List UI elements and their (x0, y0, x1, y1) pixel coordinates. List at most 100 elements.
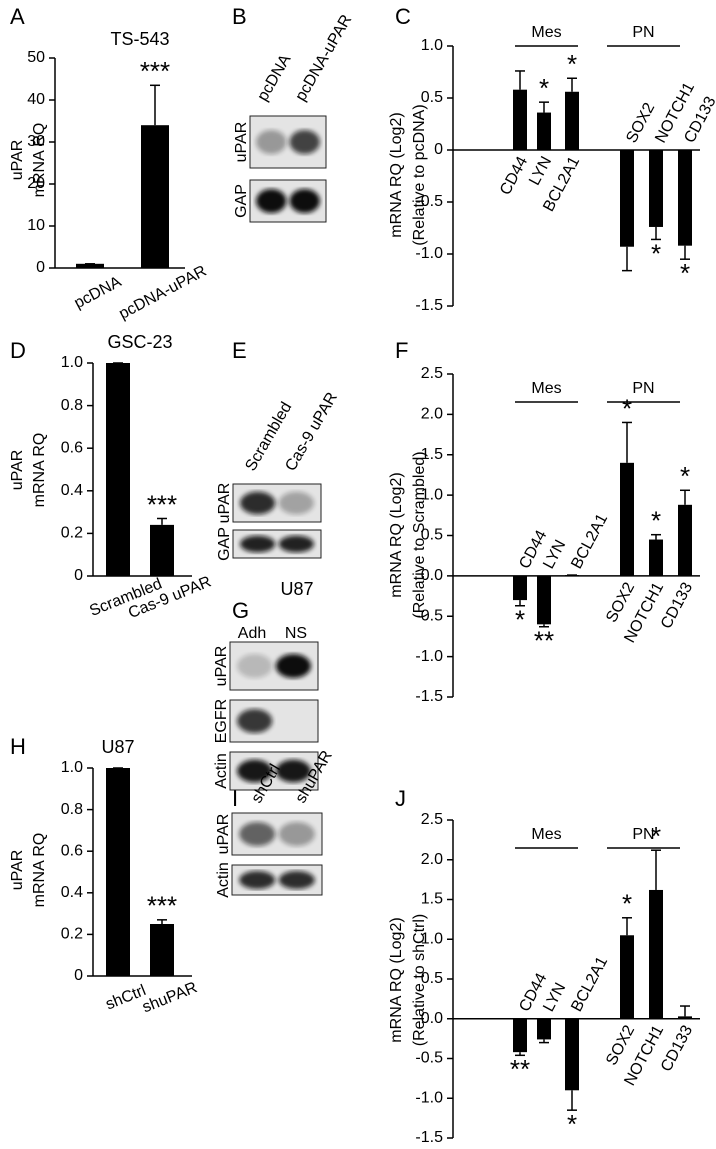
chart-title: GSC-23 (107, 332, 172, 352)
band (256, 189, 287, 213)
bar (537, 112, 551, 150)
group-label: PN (632, 380, 654, 397)
y-tick-label: 0.4 (61, 482, 83, 499)
row-label: EGFR (213, 699, 230, 743)
band (289, 130, 320, 154)
group-label: PN (632, 826, 654, 843)
y-axis-label: mRNA RQ (Log2) (388, 472, 405, 597)
band (237, 709, 273, 733)
y-tick-label: 0.5 (421, 970, 443, 987)
row-label: uPAR (215, 814, 232, 855)
y-tick-label: 0.2 (61, 525, 83, 542)
band (240, 491, 276, 515)
significance: ** (510, 1054, 530, 1084)
panel-letter: I (232, 786, 238, 811)
y-tick-label: 1.0 (61, 354, 83, 371)
significance: *** (147, 489, 177, 519)
bar (150, 924, 174, 976)
bar (513, 575, 527, 601)
bar (649, 889, 663, 1019)
group-label: PN (632, 24, 654, 41)
band (256, 130, 287, 154)
lane-label: NS (285, 625, 307, 642)
row-label: Actin (215, 862, 232, 898)
bar (649, 539, 663, 576)
bar (565, 91, 579, 150)
significance: * (567, 1109, 577, 1139)
y-axis-label: uPAR (9, 450, 26, 491)
band (239, 871, 276, 889)
y-tick-label: 0.5 (421, 89, 443, 106)
band (275, 759, 311, 783)
x-tick-label: BCL2A1 (568, 511, 611, 572)
x-tick-label: BCL2A1 (568, 954, 611, 1015)
y-tick-label: 0 (74, 567, 83, 584)
y-tick-label: 10 (27, 217, 45, 234)
y-tick-label: 0.4 (61, 884, 83, 901)
bar (106, 363, 130, 576)
band (275, 654, 311, 678)
significance: * (622, 889, 632, 919)
band (278, 822, 315, 846)
panel-letter: A (10, 4, 25, 29)
y-tick-label: 2.0 (421, 406, 443, 423)
bar (513, 1018, 527, 1053)
significance: * (651, 506, 661, 536)
row-label: Actin (213, 753, 230, 789)
band (289, 189, 320, 213)
x-tick-label: pcDNA (72, 273, 125, 312)
row-label: uPAR (213, 646, 230, 687)
y-axis-label: uPAR (9, 140, 26, 181)
group-label: Mes (531, 826, 561, 843)
row-label: GAP (216, 527, 233, 561)
significance: * (651, 821, 661, 851)
y-axis-label: mRNA RQ (31, 433, 48, 508)
band (278, 491, 314, 515)
y-tick-label: 0.0 (421, 1010, 443, 1027)
significance: *** (147, 891, 177, 921)
bar (620, 935, 634, 1019)
band (239, 822, 276, 846)
significance: * (622, 393, 632, 423)
y-axis-label: mRNA RQ (Log2) (388, 112, 405, 237)
group-label: Mes (531, 24, 561, 41)
y-tick-label: 0.0 (421, 567, 443, 584)
y-tick-label: 1.5 (421, 446, 443, 463)
y-tick-label: 2.5 (421, 365, 443, 382)
y-axis-label: mRNA RQ (Log2) (388, 917, 405, 1042)
panel-letter: E (232, 338, 247, 363)
lane-label: pcDNA (254, 51, 294, 104)
band (278, 871, 315, 889)
band (237, 654, 273, 678)
x-tick-label: LYN (526, 154, 555, 188)
band (278, 535, 314, 553)
y-tick-label: -1.0 (415, 245, 443, 262)
y-tick-label: 0 (74, 967, 83, 984)
bar (141, 125, 169, 268)
panel-letter: D (10, 338, 26, 363)
y-tick-label: 1.5 (421, 891, 443, 908)
y-tick-label: -0.5 (415, 193, 443, 210)
lane-label: Cas-9 uPAR (282, 390, 341, 474)
y-tick-label: 0.8 (61, 397, 83, 414)
y-tick-label: 1.0 (61, 759, 83, 776)
significance: * (651, 238, 661, 268)
significance: ** (534, 626, 554, 656)
lane-label: pcDNA-uPAR (292, 12, 355, 104)
y-tick-label: 30 (27, 133, 45, 150)
y-tick-label: 40 (27, 91, 45, 108)
panel-letter: G (232, 598, 249, 623)
bar (106, 768, 130, 976)
y-tick-label: -0.5 (415, 1050, 443, 1067)
y-tick-label: -1.5 (415, 688, 443, 705)
band (237, 759, 273, 783)
panel-letter: H (10, 734, 26, 759)
y-tick-label: 0 (36, 259, 45, 276)
x-tick-label: CD44 (497, 154, 531, 198)
y-tick-label: 1.0 (421, 486, 443, 503)
y-tick-label: 50 (27, 49, 45, 66)
bar (537, 1018, 551, 1040)
y-tick-label: 0.5 (421, 527, 443, 544)
